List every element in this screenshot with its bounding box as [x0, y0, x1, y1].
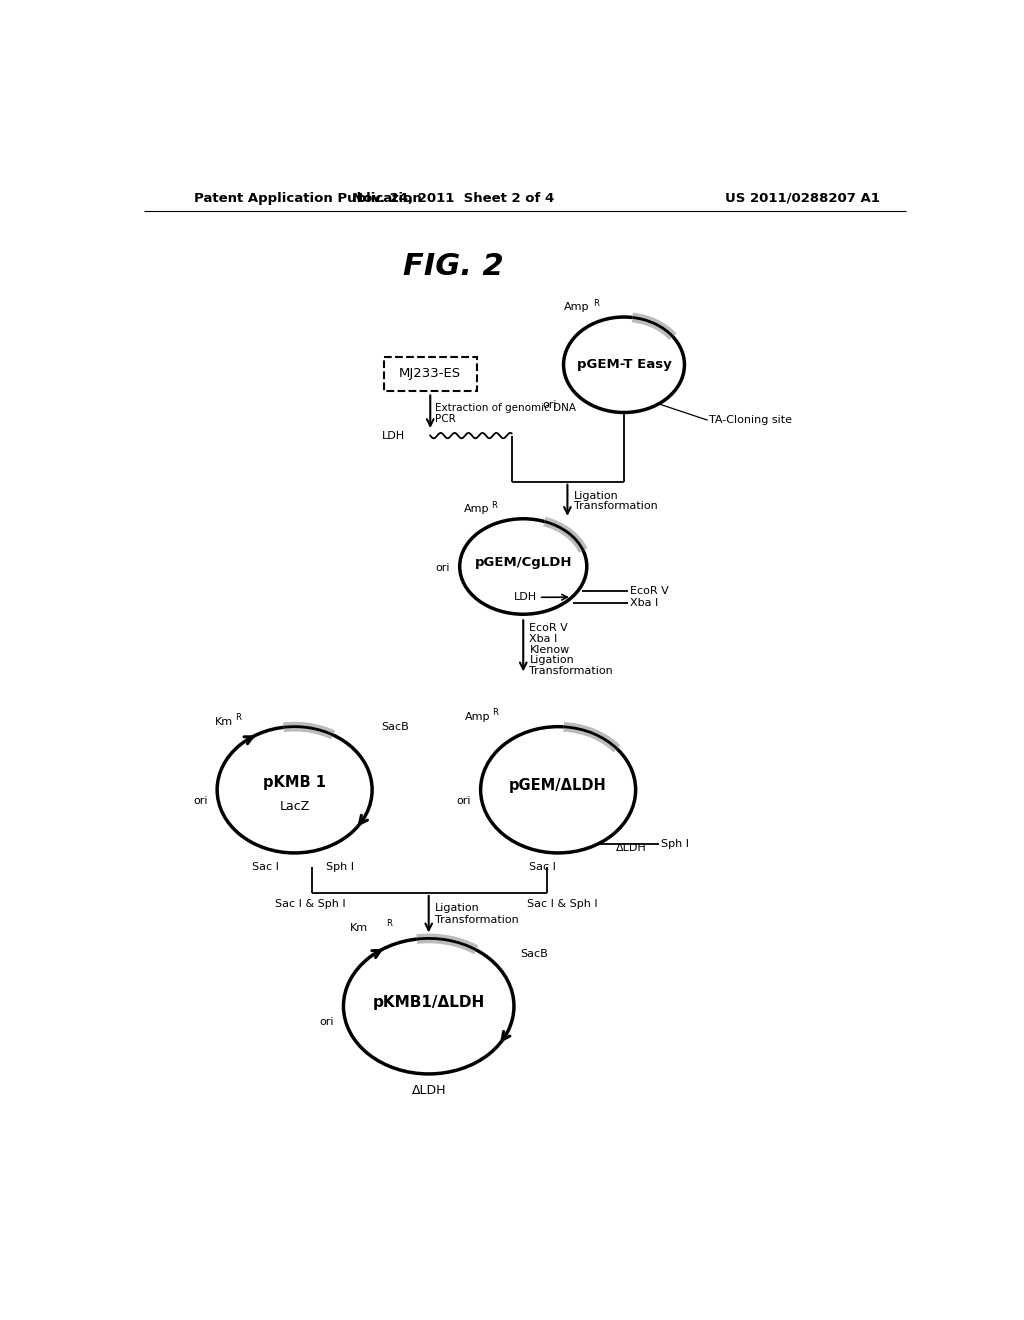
- Text: Sph I: Sph I: [326, 862, 353, 871]
- Text: Transformation: Transformation: [573, 502, 657, 511]
- Text: Xba I: Xba I: [630, 598, 658, 609]
- Text: Sph I: Sph I: [662, 840, 689, 850]
- Text: TA-Cloning site: TA-Cloning site: [710, 416, 793, 425]
- Text: Km: Km: [350, 923, 369, 933]
- Text: Amp: Amp: [465, 711, 490, 722]
- Text: ΔLDH: ΔLDH: [412, 1084, 445, 1097]
- Text: pKMB 1: pKMB 1: [263, 775, 326, 789]
- Text: Sac I & Sph I: Sac I & Sph I: [275, 899, 346, 908]
- Text: ori: ori: [542, 400, 557, 409]
- Ellipse shape: [563, 317, 684, 413]
- Text: ΔLDH: ΔLDH: [616, 842, 647, 853]
- Text: Klenow: Klenow: [529, 644, 569, 655]
- Text: Transformation: Transformation: [435, 915, 518, 925]
- Text: LacZ: LacZ: [280, 800, 309, 813]
- Text: pGEM/ΔLDH: pGEM/ΔLDH: [509, 779, 607, 793]
- Ellipse shape: [217, 726, 372, 853]
- Text: R: R: [593, 298, 599, 308]
- Text: ori: ori: [319, 1016, 334, 1027]
- Text: MJ233-ES: MJ233-ES: [399, 367, 462, 380]
- Text: Sac I & Sph I: Sac I & Sph I: [527, 899, 598, 908]
- Text: R: R: [493, 709, 498, 718]
- Text: PCR: PCR: [435, 413, 456, 424]
- Text: pKMB1/ΔLDH: pKMB1/ΔLDH: [373, 995, 484, 1010]
- Text: EcoR V: EcoR V: [529, 623, 568, 634]
- Text: LDH: LDH: [382, 430, 406, 441]
- Text: Ligation: Ligation: [573, 491, 618, 500]
- Text: R: R: [490, 500, 497, 510]
- Text: pGEM-T Easy: pGEM-T Easy: [577, 358, 672, 371]
- Text: Amp: Amp: [564, 302, 590, 312]
- Ellipse shape: [480, 726, 636, 853]
- Text: Ligation: Ligation: [435, 903, 479, 913]
- Text: Patent Application Publication: Patent Application Publication: [194, 191, 422, 205]
- Text: EcoR V: EcoR V: [630, 586, 669, 597]
- FancyBboxPatch shape: [384, 358, 477, 391]
- Text: LDH: LDH: [514, 593, 538, 602]
- Ellipse shape: [343, 939, 514, 1074]
- Text: ori: ori: [457, 796, 471, 807]
- Text: Amp: Amp: [464, 504, 489, 515]
- Text: R: R: [386, 919, 392, 928]
- Text: Xba I: Xba I: [529, 634, 558, 644]
- Text: Ligation: Ligation: [529, 656, 574, 665]
- Ellipse shape: [460, 519, 587, 614]
- Text: Extraction of genomic DNA: Extraction of genomic DNA: [435, 403, 575, 413]
- Text: Sac I: Sac I: [529, 862, 556, 871]
- Text: Sac I: Sac I: [252, 862, 279, 871]
- Text: FIG. 2: FIG. 2: [403, 252, 504, 281]
- Text: SacB: SacB: [381, 722, 410, 731]
- Text: Nov. 24, 2011  Sheet 2 of 4: Nov. 24, 2011 Sheet 2 of 4: [352, 191, 555, 205]
- Text: Km: Km: [215, 717, 233, 727]
- Text: R: R: [234, 713, 241, 722]
- Text: US 2011/0288207 A1: US 2011/0288207 A1: [725, 191, 880, 205]
- Text: Transformation: Transformation: [529, 667, 613, 676]
- Text: ori: ori: [435, 564, 450, 573]
- Text: SacB: SacB: [520, 949, 548, 958]
- Text: ori: ori: [194, 796, 208, 807]
- Text: pGEM/CgLDH: pGEM/CgLDH: [474, 556, 572, 569]
